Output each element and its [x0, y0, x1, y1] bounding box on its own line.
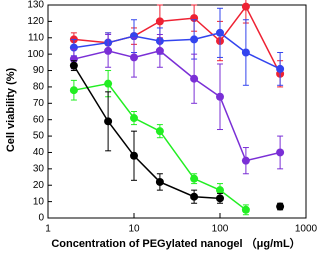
y-tick-label: 40 — [33, 147, 45, 158]
data-point — [190, 192, 199, 201]
data-point — [241, 205, 250, 214]
data-point — [216, 194, 224, 203]
data-point — [104, 79, 113, 88]
y-tick-label: 10 — [33, 196, 45, 207]
y-tick-label: 130 — [27, 0, 44, 11]
y-tick-label: 120 — [27, 16, 44, 27]
y-tick-label: 0 — [38, 213, 44, 224]
y-tick-label: 100 — [27, 49, 44, 60]
data-point — [276, 148, 285, 157]
data-point — [276, 202, 285, 211]
data-point — [241, 156, 250, 165]
data-point — [241, 48, 250, 57]
data-point — [104, 117, 113, 126]
data-point — [276, 64, 285, 73]
plot-frame — [47, 4, 307, 219]
y-axis-label: Cell viability (%) — [5, 67, 17, 152]
data-point — [190, 35, 199, 44]
series-line — [73, 50, 281, 162]
y-tick-label: 60 — [33, 114, 45, 125]
data-point — [155, 46, 164, 55]
data-point — [69, 86, 78, 95]
data-point — [155, 127, 164, 136]
x-tick-label: 1 — [45, 224, 51, 235]
y-tick-label: 70 — [33, 98, 45, 109]
y-tick-label: 30 — [33, 163, 45, 174]
x-tick-label: 1000 — [295, 224, 318, 235]
data-point — [241, 2, 250, 11]
data-point — [216, 92, 224, 101]
data-point — [216, 28, 224, 37]
x-tick-label: 10 — [128, 224, 140, 235]
series-line — [74, 66, 280, 207]
data-point — [155, 177, 164, 186]
data-point — [130, 114, 138, 123]
data-point — [155, 17, 164, 26]
y-tick-label: 80 — [33, 82, 45, 93]
y-tick-label: 90 — [33, 65, 45, 76]
data-point — [130, 53, 138, 62]
x-tick-label: 100 — [212, 224, 229, 235]
data-point — [69, 61, 78, 70]
data-point — [130, 151, 138, 160]
data-point — [190, 74, 199, 83]
series-line — [73, 32, 281, 70]
data-point — [104, 46, 113, 55]
data-point — [190, 174, 199, 183]
data-point — [216, 186, 224, 195]
x-axis-label: Concentration of PEGylated nanogel （μg/m… — [51, 237, 300, 250]
y-tick-label: 20 — [33, 180, 45, 191]
y-tick-label: 110 — [28, 32, 44, 43]
y-tick-label: 50 — [33, 131, 45, 142]
